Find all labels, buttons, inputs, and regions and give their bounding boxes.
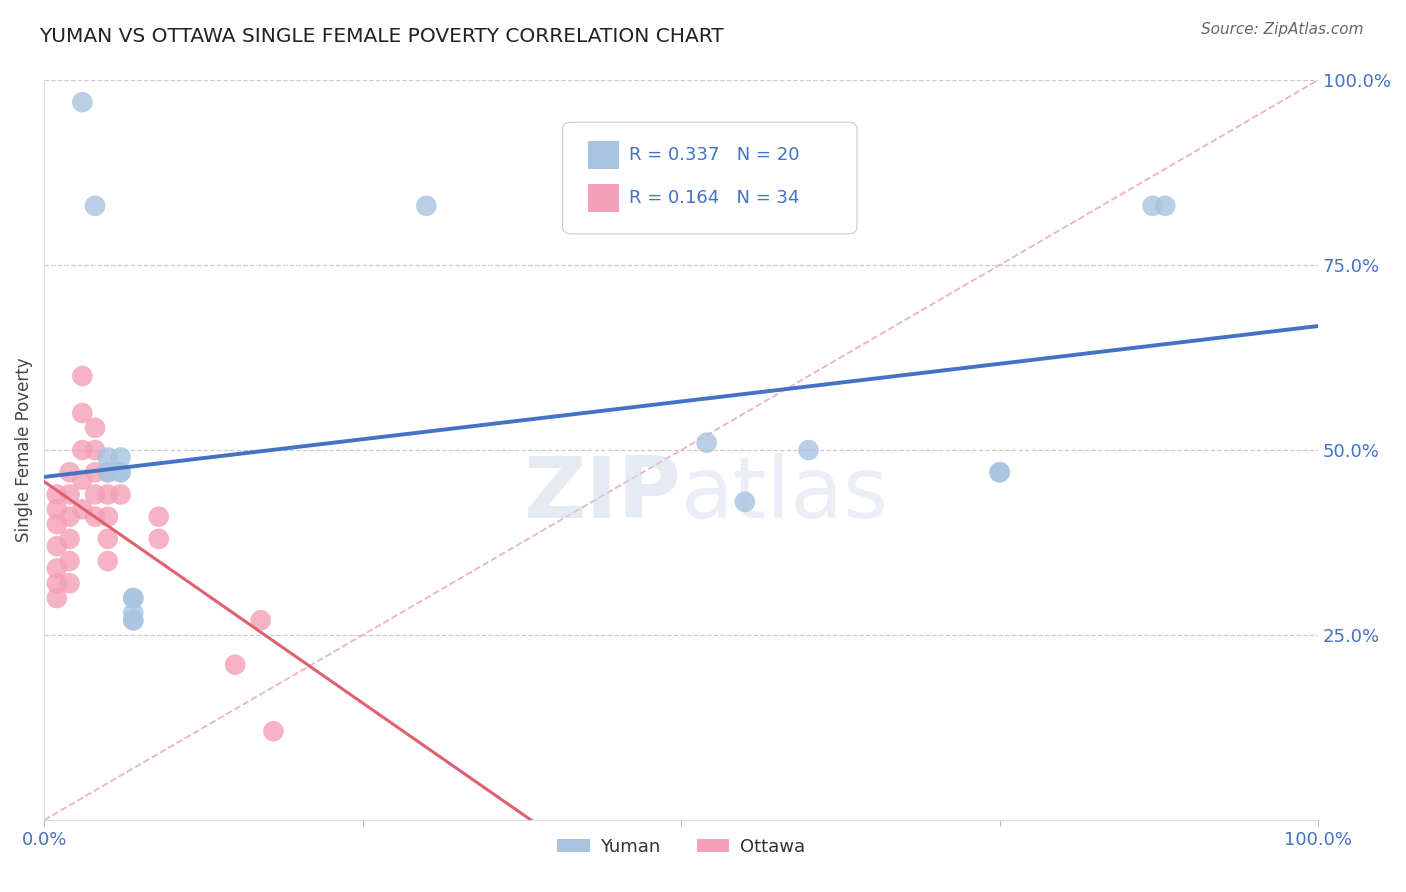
Text: ZIP: ZIP xyxy=(523,453,681,536)
Point xyxy=(148,532,170,546)
Point xyxy=(122,613,145,627)
FancyBboxPatch shape xyxy=(562,122,856,234)
Point xyxy=(97,465,120,479)
Point xyxy=(97,554,120,568)
Point xyxy=(84,421,107,435)
Point xyxy=(72,473,94,487)
Text: R = 0.337   N = 20: R = 0.337 N = 20 xyxy=(628,145,800,164)
Point xyxy=(72,369,94,384)
Point xyxy=(110,487,132,501)
Point xyxy=(84,199,107,213)
Point xyxy=(58,576,80,591)
Text: R = 0.164   N = 34: R = 0.164 N = 34 xyxy=(628,189,800,207)
Point xyxy=(97,465,120,479)
Point xyxy=(72,502,94,516)
Point xyxy=(988,465,1011,479)
Point xyxy=(122,591,145,605)
Point xyxy=(58,487,80,501)
Point xyxy=(122,591,145,605)
Point xyxy=(84,465,107,479)
Point xyxy=(84,443,107,458)
Point xyxy=(58,465,80,479)
FancyBboxPatch shape xyxy=(588,141,619,169)
Text: atlas: atlas xyxy=(681,453,889,536)
Point xyxy=(97,450,120,465)
Point xyxy=(148,509,170,524)
Point xyxy=(122,613,145,627)
Point xyxy=(45,517,67,532)
Point xyxy=(97,509,120,524)
FancyBboxPatch shape xyxy=(588,184,619,211)
Point xyxy=(45,591,67,605)
Point xyxy=(415,199,437,213)
Point xyxy=(110,465,132,479)
Text: Source: ZipAtlas.com: Source: ZipAtlas.com xyxy=(1201,22,1364,37)
Point xyxy=(110,465,132,479)
Point xyxy=(110,450,132,465)
Point xyxy=(696,435,718,450)
Point xyxy=(988,465,1011,479)
Point xyxy=(249,613,271,627)
Point xyxy=(122,606,145,620)
Point xyxy=(45,561,67,575)
Point xyxy=(58,554,80,568)
Point xyxy=(262,724,284,739)
Point xyxy=(1154,199,1177,213)
Point xyxy=(84,487,107,501)
Y-axis label: Single Female Poverty: Single Female Poverty xyxy=(15,358,32,542)
Point xyxy=(45,487,67,501)
Point xyxy=(72,406,94,420)
Point xyxy=(45,576,67,591)
Point xyxy=(84,509,107,524)
Point xyxy=(58,532,80,546)
Point xyxy=(45,539,67,553)
Point xyxy=(72,443,94,458)
Point xyxy=(734,495,756,509)
Point xyxy=(72,95,94,110)
Point xyxy=(1142,199,1164,213)
Point xyxy=(58,509,80,524)
Point xyxy=(97,532,120,546)
Point xyxy=(45,502,67,516)
Point xyxy=(97,487,120,501)
Text: YUMAN VS OTTAWA SINGLE FEMALE POVERTY CORRELATION CHART: YUMAN VS OTTAWA SINGLE FEMALE POVERTY CO… xyxy=(39,27,724,45)
Legend: Yuman, Ottawa: Yuman, Ottawa xyxy=(550,830,813,863)
Point xyxy=(224,657,246,672)
Point xyxy=(797,443,820,458)
